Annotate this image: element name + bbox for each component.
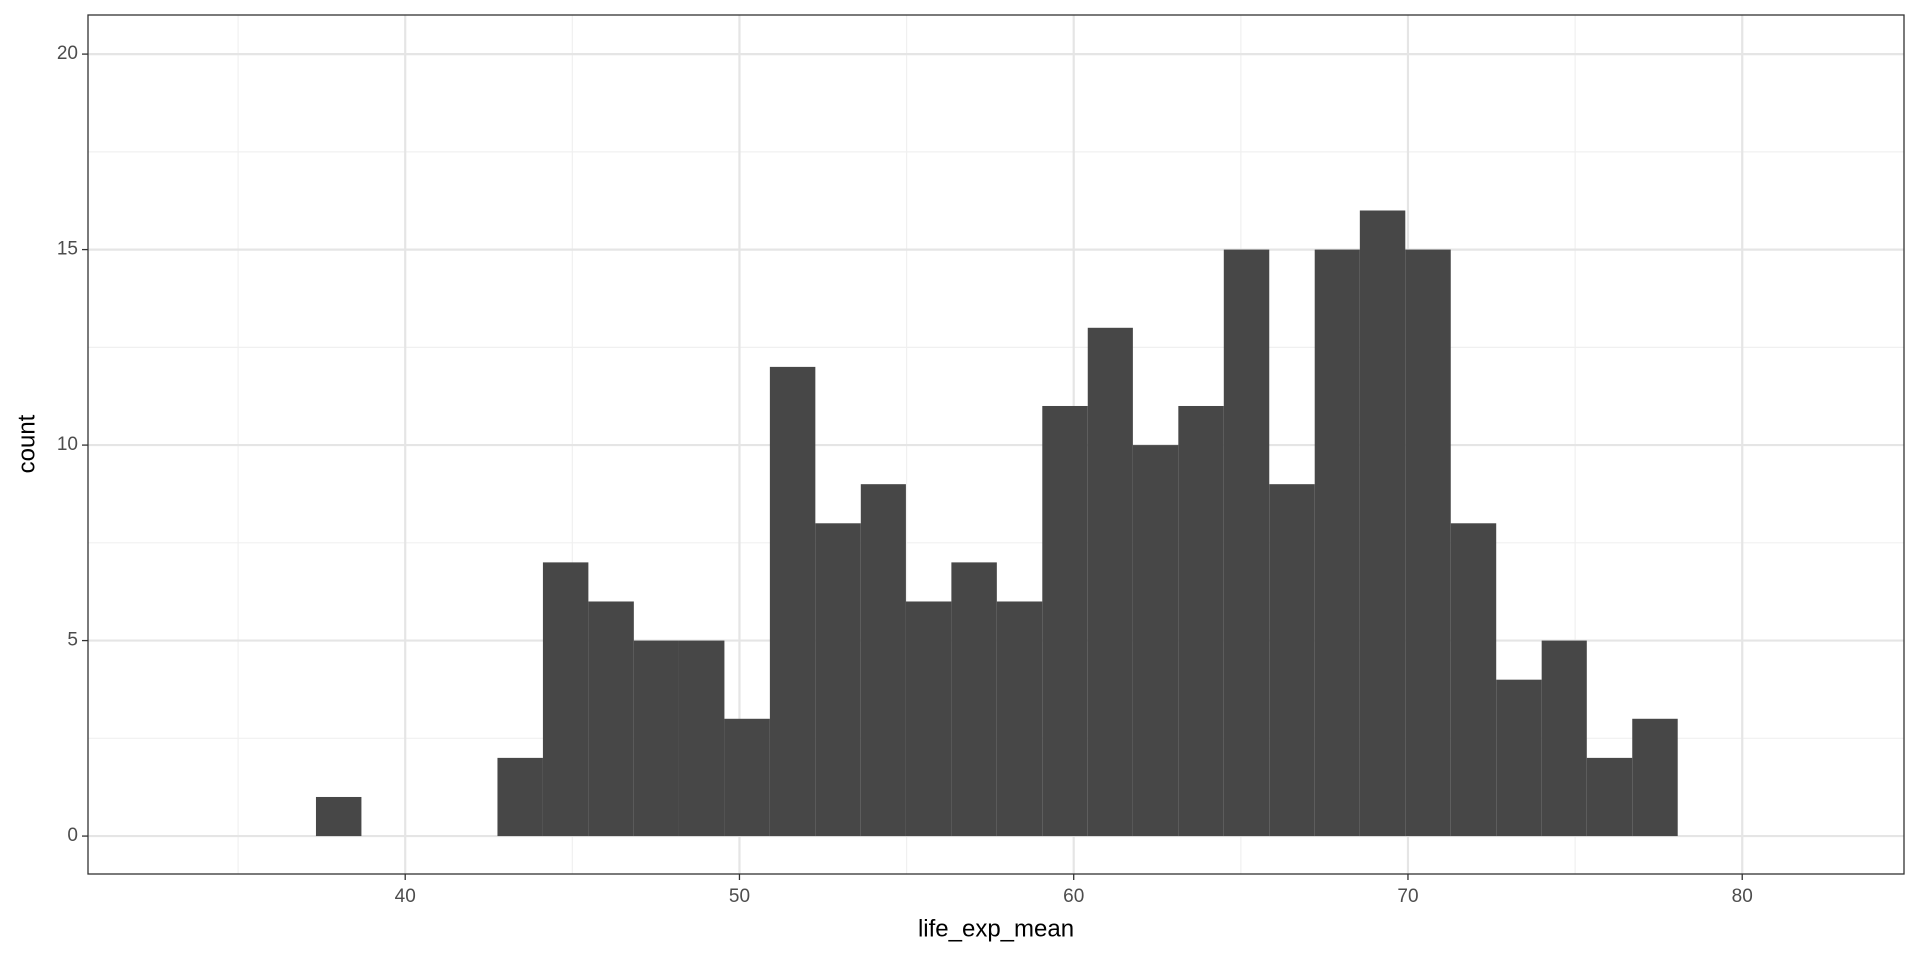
bar (815, 523, 861, 837)
bar (1223, 249, 1270, 837)
bar (1042, 405, 1088, 837)
bar (905, 601, 952, 837)
y-tick-label: 0 (67, 825, 78, 846)
bar (860, 484, 906, 837)
bar (951, 562, 997, 837)
bar (1586, 757, 1633, 837)
x-tick-label: 60 (1063, 886, 1084, 907)
bar (497, 757, 543, 837)
y-tick-label: 15 (57, 239, 78, 260)
bar (1450, 523, 1497, 837)
panel-border (87, 14, 1905, 875)
y-axis-title: count (13, 414, 40, 473)
bar (1087, 327, 1133, 837)
bar (633, 640, 679, 837)
bar (1359, 210, 1406, 837)
y-tick-label: 20 (57, 43, 78, 64)
bar (1405, 249, 1451, 837)
bar (678, 640, 725, 837)
bar (315, 796, 362, 837)
bar (724, 718, 770, 837)
y-tick-label: 5 (67, 630, 78, 651)
bar (1541, 640, 1587, 837)
bar (996, 601, 1043, 837)
x-tick-label: 50 (729, 886, 750, 907)
x-tick-label: 70 (1397, 886, 1418, 907)
bar (769, 366, 816, 837)
bar (1632, 718, 1678, 837)
bar (542, 562, 589, 837)
bar (588, 601, 634, 837)
bar (1269, 484, 1315, 837)
bar (1496, 679, 1542, 837)
y-tick-label: 10 (57, 434, 78, 455)
bar (1132, 445, 1179, 837)
x-axis-title: life_exp_mean (918, 915, 1074, 942)
bar (1178, 405, 1224, 837)
bar (1314, 249, 1360, 837)
x-tick-label: 80 (1732, 886, 1753, 907)
x-tick-label: 40 (395, 886, 416, 907)
